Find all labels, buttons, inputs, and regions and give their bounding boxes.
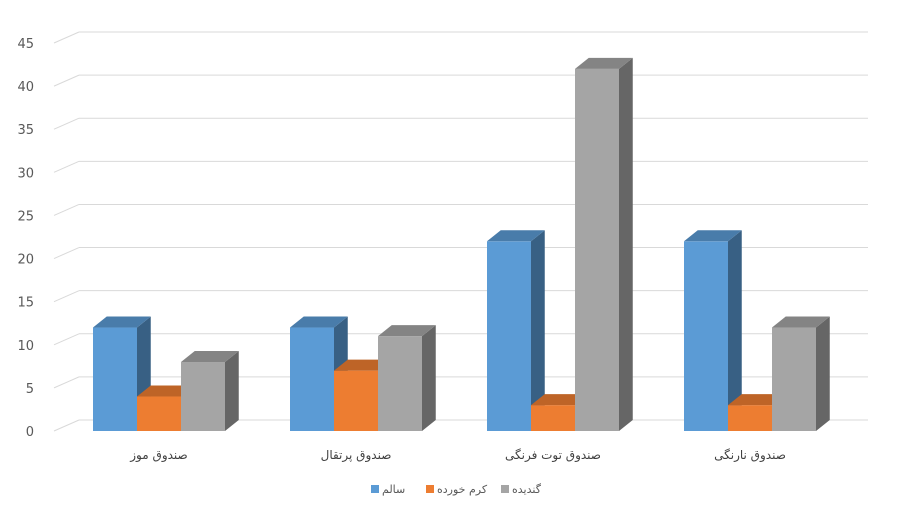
bar bbox=[487, 230, 545, 431]
gridline-side bbox=[53, 247, 80, 260]
bar-side bbox=[422, 325, 436, 431]
bar-top bbox=[487, 230, 545, 242]
bar-front bbox=[531, 405, 575, 431]
legend-item: گندیده bbox=[501, 483, 542, 496]
gridline-side bbox=[53, 74, 80, 87]
bar-front bbox=[334, 370, 378, 431]
bar-group bbox=[290, 316, 436, 431]
bar bbox=[772, 316, 830, 431]
bar-top bbox=[575, 57, 633, 69]
y-tick-label: 35 bbox=[17, 123, 34, 138]
bar-side bbox=[816, 316, 830, 431]
legend-item: کرم خورده bbox=[426, 483, 488, 496]
gridlines bbox=[53, 31, 868, 432]
bar-top bbox=[93, 316, 151, 328]
y-tick-label: 5 bbox=[26, 382, 34, 397]
bar-top bbox=[181, 351, 239, 363]
bar bbox=[181, 351, 239, 431]
bar bbox=[684, 230, 742, 431]
bar-front bbox=[728, 405, 772, 431]
category-label: صندوق موز bbox=[129, 448, 187, 463]
bars bbox=[93, 57, 830, 431]
legend-label: کرم خورده bbox=[437, 483, 488, 496]
gridline-side bbox=[53, 333, 80, 346]
bar-side bbox=[225, 351, 239, 431]
bar-front bbox=[93, 327, 137, 431]
legend-item: سالم bbox=[371, 483, 405, 496]
y-tick-label: 10 bbox=[17, 339, 34, 354]
bar-top bbox=[684, 230, 742, 242]
bar-front bbox=[137, 396, 181, 431]
bar bbox=[575, 57, 633, 431]
category-labels: صندوق موز صندوق پرتقال صندوق توت فرنگی صندو… bbox=[129, 448, 786, 463]
y-tick-label: 0 bbox=[26, 425, 34, 440]
bar-front bbox=[684, 241, 728, 431]
bar-side bbox=[619, 57, 633, 431]
gridline-side bbox=[53, 419, 80, 432]
y-tick-label: 30 bbox=[17, 166, 34, 181]
bar-side bbox=[531, 230, 545, 431]
legend-label: گندیده bbox=[512, 483, 542, 496]
y-tick-label: 45 bbox=[17, 37, 34, 52]
bar-top bbox=[137, 385, 195, 397]
legend-swatch bbox=[371, 485, 379, 493]
y-tick-label: 40 bbox=[17, 80, 34, 95]
bar-group bbox=[487, 57, 633, 431]
y-tick-label: 15 bbox=[17, 296, 34, 311]
y-tick-label: 20 bbox=[17, 253, 34, 268]
gridline-side bbox=[53, 31, 80, 44]
category-label: صندوق پرتقال bbox=[321, 448, 392, 463]
bar-top bbox=[334, 359, 392, 371]
bar-top bbox=[772, 316, 830, 328]
bar-front bbox=[772, 327, 816, 431]
category-label: صندوق نارنگی bbox=[714, 448, 786, 463]
bar-front bbox=[290, 327, 334, 431]
bar bbox=[93, 316, 151, 431]
legend-label: سالم bbox=[382, 483, 405, 496]
legend-swatch bbox=[501, 485, 509, 493]
gridline-side bbox=[53, 376, 80, 389]
gridline-side bbox=[53, 290, 80, 303]
bar-side bbox=[728, 230, 742, 431]
legend-swatch bbox=[426, 485, 434, 493]
gridline-side bbox=[53, 117, 80, 130]
gridline-side bbox=[53, 160, 80, 173]
bar bbox=[378, 325, 436, 431]
bar-front bbox=[487, 241, 531, 431]
bar-front bbox=[378, 336, 422, 431]
bar-top bbox=[378, 325, 436, 337]
bar-front bbox=[575, 68, 619, 431]
bar-top bbox=[728, 394, 786, 406]
bar-top bbox=[290, 316, 348, 328]
bar-group bbox=[684, 230, 830, 431]
bar-top bbox=[531, 394, 589, 406]
legend: سالم کرم خورده گندیده bbox=[371, 483, 542, 496]
y-tick-label: 25 bbox=[17, 209, 34, 224]
y-axis-tick-labels: 0 5 10 15 20 25 30 35 40 45 bbox=[17, 37, 34, 440]
category-label: صندوق توت فرنگی bbox=[505, 448, 601, 463]
gridline-side bbox=[53, 203, 80, 216]
bar-front bbox=[181, 362, 225, 431]
bar-group bbox=[93, 316, 239, 431]
